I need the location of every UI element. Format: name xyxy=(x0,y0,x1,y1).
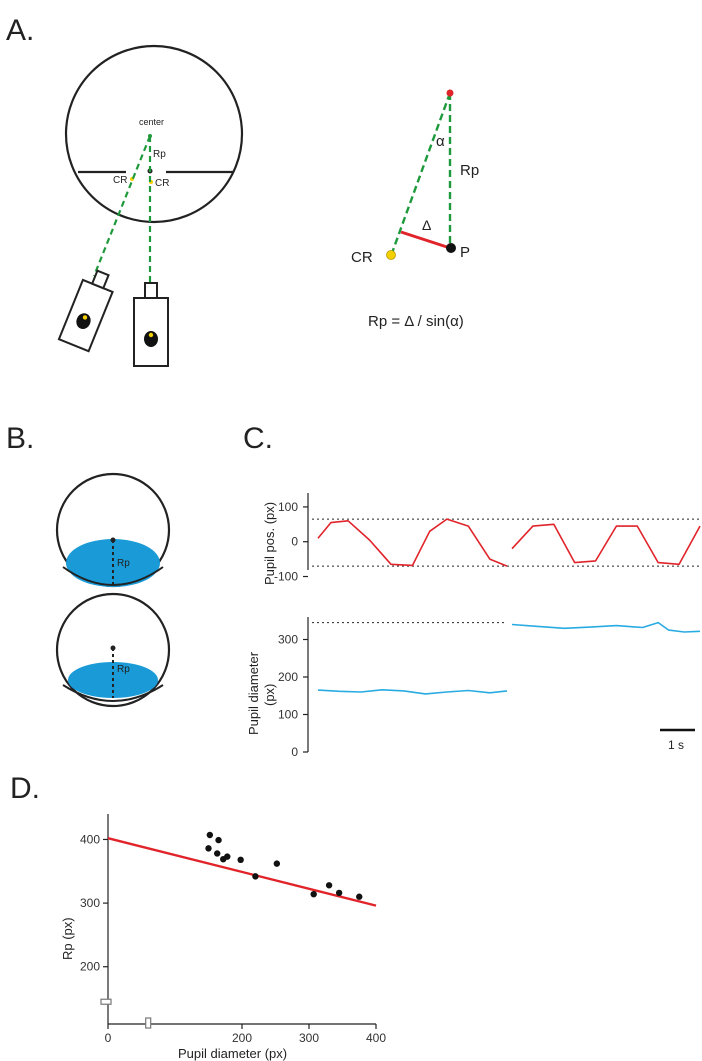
camera-2-lens xyxy=(144,282,158,299)
camera-1-sightline xyxy=(92,135,152,277)
formula: Rp = Δ / sin(α) xyxy=(368,313,464,330)
bottom-y-tick-label: 200 xyxy=(278,670,298,684)
scatter-point xyxy=(310,890,317,898)
rp-label-bottom: Rp xyxy=(117,664,130,675)
rp-small-label: Rp xyxy=(153,149,166,160)
camera-1 xyxy=(57,269,114,353)
p-dot xyxy=(446,243,456,253)
bottom-y-label-line1: Pupil diameter xyxy=(246,651,261,735)
top-y-tick-label: 0 xyxy=(291,535,298,549)
lid-curve-bottom xyxy=(62,684,164,702)
position-trace xyxy=(511,523,701,566)
delta-label: Δ xyxy=(422,217,431,233)
pupil-position-chart: Pupil pos. (px) 100 0 -100 xyxy=(262,493,702,585)
diameter-trace xyxy=(511,621,701,633)
position-trace xyxy=(317,518,508,567)
rp-dot-bottom xyxy=(110,645,116,651)
d-y-tick-label: 300 xyxy=(80,896,100,910)
scatter-point xyxy=(237,856,244,864)
apex-dot xyxy=(446,89,454,97)
panel-a-letter: A. xyxy=(6,14,34,47)
scatter-point xyxy=(325,882,333,889)
cr-label: CR xyxy=(351,249,373,266)
panel-c-letter: C. xyxy=(243,422,273,455)
rp-vs-diameter-scatter: Pupil diameter (px) Rp (px) 0 200 300 400 40… xyxy=(60,814,386,1061)
d-y-tick-label: 400 xyxy=(80,832,100,846)
camera-2-eye-icon xyxy=(144,331,158,347)
scatter-point xyxy=(273,860,281,867)
panel-b-letter: B. xyxy=(6,422,34,455)
scatter-point xyxy=(335,889,343,897)
cr-dot xyxy=(386,250,396,260)
camera-2 xyxy=(133,282,169,367)
eye-pupil-large: Rp xyxy=(55,472,171,588)
eyeball-schematic: center Rp CR CR xyxy=(64,44,244,285)
scatter-point xyxy=(224,853,231,860)
camera-2-glint xyxy=(148,332,154,338)
d-x-tick-label: 300 xyxy=(299,1031,319,1045)
scatter-point xyxy=(252,873,259,880)
p-label: P xyxy=(460,244,470,261)
bottom-y-label-line2: (px) xyxy=(262,684,277,706)
d-x-tick-label: 0 xyxy=(105,1031,112,1045)
scatter-point xyxy=(356,893,363,900)
bottom-y-tick-label: 300 xyxy=(278,633,298,647)
scatter-point xyxy=(214,850,221,857)
bottom-y-tick-label: 0 xyxy=(291,745,298,759)
geometry-diagram: α Rp Δ CR P Rp = Δ / sin(α) xyxy=(351,89,479,330)
bottom-y-tick-label: 100 xyxy=(278,708,298,722)
d-y-label: Rp (px) xyxy=(60,917,75,960)
x-marginal-marker xyxy=(145,1017,152,1029)
pupil-large xyxy=(66,539,160,587)
scatter-point xyxy=(215,836,222,844)
pupil-diameter-chart: Pupil diameter (px) 1 s 300 200 100 0 xyxy=(246,617,701,759)
fit-line xyxy=(107,837,377,907)
camera-1-lens xyxy=(90,269,110,290)
top-y-tick-label: -100 xyxy=(274,570,298,584)
y-marginal-marker xyxy=(100,998,112,1005)
d-x-tick-label: 400 xyxy=(366,1031,386,1045)
center-label: center xyxy=(139,117,164,127)
eye-pupil-small: Rp xyxy=(55,592,171,708)
top-y-tick-label: 100 xyxy=(278,500,298,514)
rp-label-top: Rp xyxy=(117,558,130,569)
cr-left-label: CR xyxy=(113,175,127,186)
scatter-point xyxy=(206,831,214,839)
d-x-label: Pupil diameter (px) xyxy=(178,1046,287,1061)
diameter-trace xyxy=(317,688,508,695)
d-y-tick-label: 200 xyxy=(80,960,100,974)
delta-segment xyxy=(400,230,451,250)
time-scalebar-label: 1 s xyxy=(668,738,684,752)
camera-1-glint xyxy=(82,315,88,320)
alpha-label: α xyxy=(436,133,445,150)
top-y-label: Pupil pos. (px) xyxy=(262,502,277,585)
eyeball-circle xyxy=(64,44,244,224)
rp-label: Rp xyxy=(460,162,479,179)
cr-right-label: CR xyxy=(155,178,169,189)
scatter-point xyxy=(205,845,212,852)
d-x-tick-label: 200 xyxy=(232,1031,252,1045)
panel-d-letter: D. xyxy=(10,772,40,805)
cr-ray xyxy=(390,92,452,254)
rp-dot-top xyxy=(110,537,116,543)
